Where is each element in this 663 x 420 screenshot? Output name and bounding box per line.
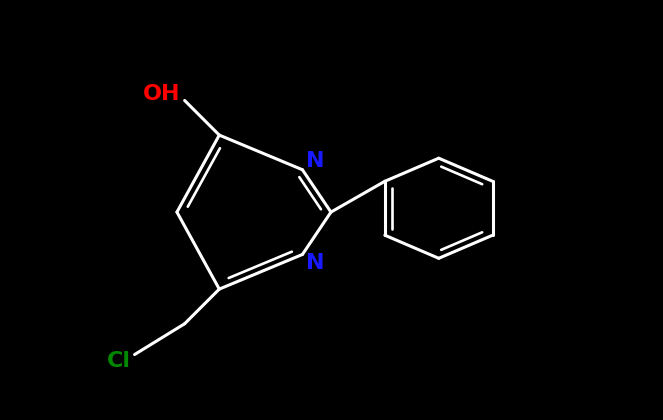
Text: Cl: Cl (107, 351, 131, 371)
Text: N: N (306, 253, 325, 273)
Text: N: N (306, 151, 325, 171)
Text: OH: OH (143, 84, 181, 104)
